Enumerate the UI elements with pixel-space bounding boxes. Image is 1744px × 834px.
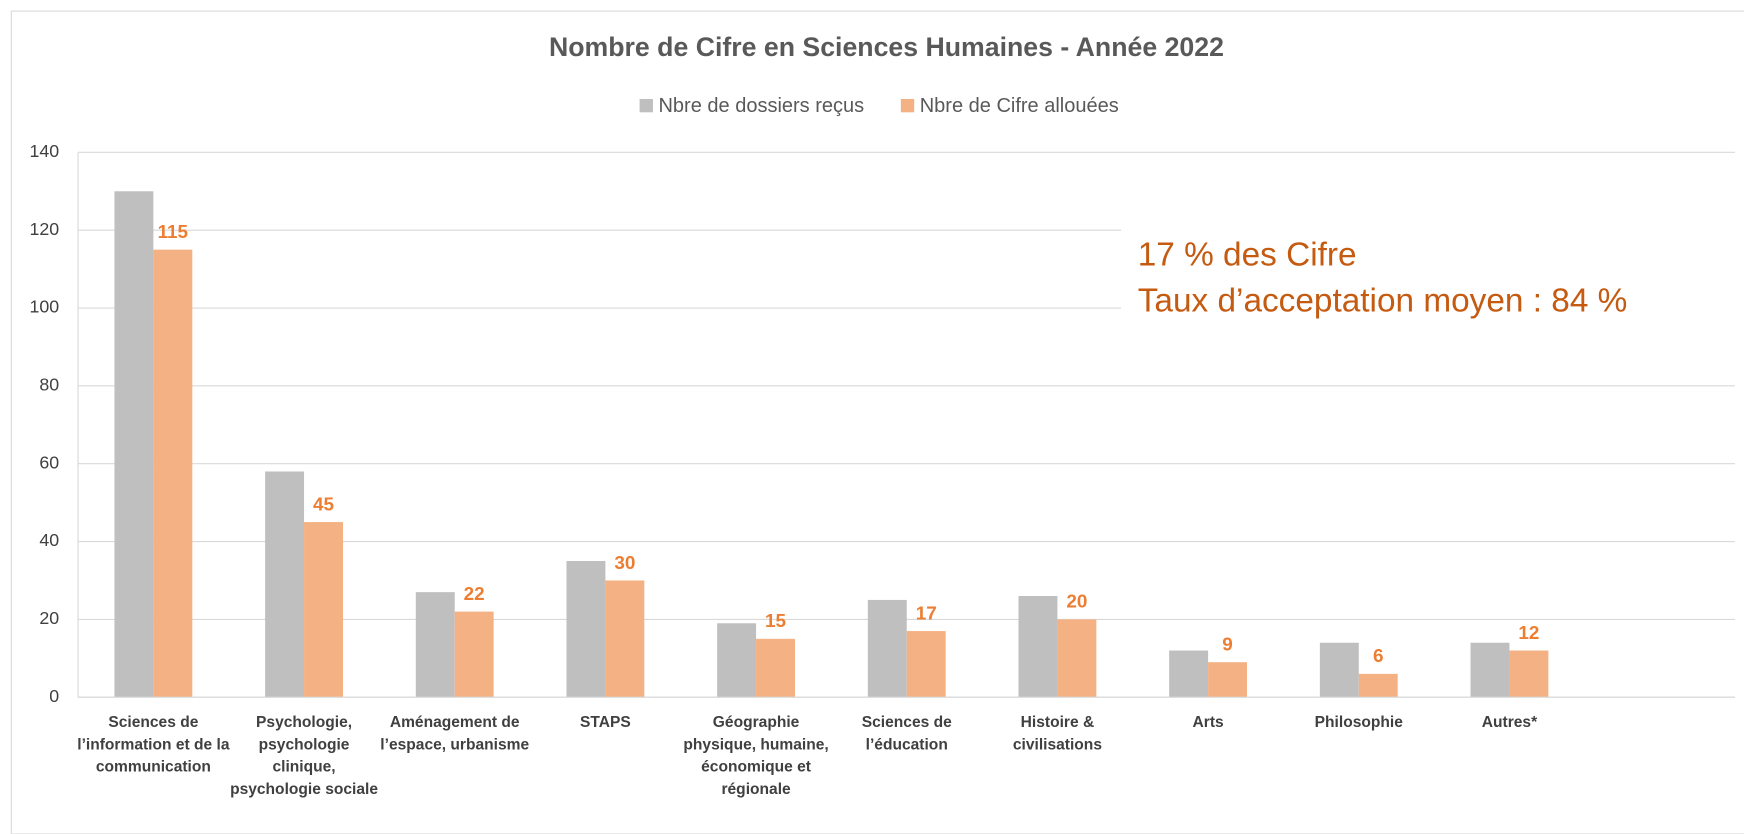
- data-label: 12: [1518, 623, 1539, 644]
- x-tick-label-box: Géographie physique, humaine, économique…: [683, 712, 829, 798]
- x-tick-label: Histoire & civilisations: [1012, 712, 1102, 753]
- x-tick-label: Sciences de l’éducation: [861, 712, 952, 753]
- y-tick-label: 120: [29, 219, 59, 239]
- data-label: 6: [1373, 646, 1384, 667]
- y-tick-label: 0: [49, 686, 59, 706]
- y-tick-label: 20: [39, 608, 59, 628]
- data-label: 20: [1066, 592, 1087, 613]
- data-label: 15: [765, 611, 786, 632]
- data-label: 30: [614, 553, 635, 574]
- chart-title: Nombre de Cifre en Sciences Humaines - A…: [549, 32, 1224, 62]
- x-tick-label-box: Psychologie, psychologie clinique, psych…: [230, 712, 379, 798]
- y-tick-label: 60: [39, 452, 59, 472]
- data-label: 45: [313, 494, 334, 515]
- annotation-box: [1121, 224, 1744, 332]
- x-tick-label: Psychologie, psychologie clinique, psych…: [230, 712, 379, 798]
- bar: [454, 611, 494, 698]
- y-tick-label: 80: [39, 375, 59, 395]
- annotation: 17 % des Cifre: [1138, 237, 1357, 274]
- x-tick-label-box: STAPS: [580, 712, 631, 731]
- x-tick-label: Arts: [1192, 712, 1224, 731]
- x-tick-label-box: Aménagement de l’espace, urbanisme: [380, 712, 530, 753]
- legend-swatch: [900, 98, 915, 113]
- legend-label: Nbre de Cifre allouées: [920, 95, 1119, 117]
- bar: [1208, 662, 1248, 698]
- x-tick-label: Philosophie: [1314, 712, 1403, 731]
- y-tick-label: 40: [39, 530, 59, 550]
- y-tick-label: 140: [29, 141, 59, 161]
- data-label: 22: [464, 584, 485, 605]
- bar: [1509, 650, 1549, 698]
- x-tick-label: Aménagement de l’espace, urbanisme: [380, 712, 530, 753]
- bar: [1470, 642, 1510, 698]
- bar: [717, 623, 757, 698]
- bar: [153, 249, 193, 698]
- x-tick-label: STAPS: [580, 712, 631, 731]
- annotation: Taux d’acceptation moyen : 84 %: [1138, 282, 1628, 319]
- data-label: 17: [916, 603, 937, 624]
- x-tick-label-box: Sciences de l’information et de la commu…: [77, 712, 230, 776]
- data-label: 9: [1222, 635, 1233, 656]
- bar: [304, 522, 343, 698]
- bar: [1169, 650, 1209, 698]
- bar: [1018, 596, 1058, 698]
- x-tick-label: Sciences de l’information et de la commu…: [77, 712, 230, 776]
- x-tick-label-box: Philosophie: [1314, 712, 1403, 731]
- data-label: 115: [158, 222, 188, 243]
- bar: [1057, 619, 1097, 698]
- x-tick-label: Géographie physique, humaine, économique…: [683, 712, 829, 798]
- x-tick-label-box: Arts: [1192, 712, 1224, 731]
- bar: [415, 592, 455, 698]
- bar: [605, 580, 645, 698]
- x-tick-label: Autres*: [1481, 712, 1538, 731]
- bar: [114, 191, 154, 698]
- x-tick-label-box: Histoire & civilisations: [1012, 712, 1102, 753]
- bar: [756, 638, 795, 698]
- x-tick-label-box: Sciences de l’éducation: [861, 712, 952, 753]
- bar: [1358, 673, 1398, 698]
- bar: [265, 471, 305, 698]
- bar: [1319, 642, 1359, 698]
- y-tick-label: 100: [29, 297, 59, 317]
- x-tick-label-box: Autres*: [1481, 712, 1538, 731]
- legend-swatch: [639, 98, 653, 113]
- bar: [906, 631, 946, 698]
- bar: [566, 561, 606, 698]
- legend-label: Nbre de dossiers reçus: [658, 95, 864, 117]
- bar: [867, 599, 907, 698]
